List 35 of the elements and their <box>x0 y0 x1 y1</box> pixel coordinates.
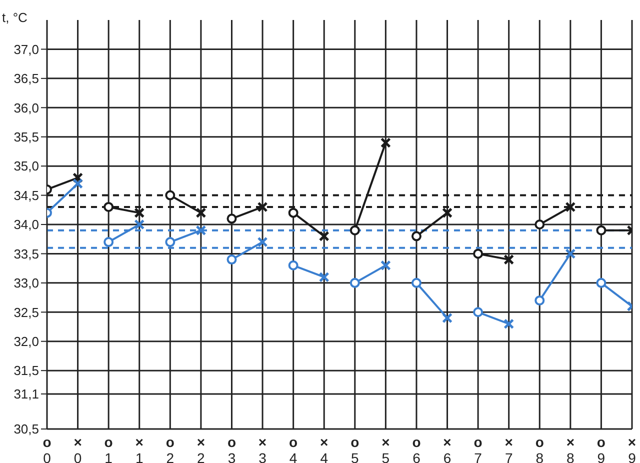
y-tick-label: 33,0 <box>14 276 39 291</box>
x-tick-label: o 8 <box>535 434 544 463</box>
x-tick-label: × 9 <box>628 434 636 463</box>
x-tick-label: × 1 <box>135 434 144 463</box>
x-tick-label: × 3 <box>258 434 267 463</box>
x-tick-label: o 5 <box>350 434 360 463</box>
y-tick-label: 37,0 <box>14 42 39 57</box>
x-tick-label: × 8 <box>566 434 575 463</box>
y-tick-label: 34,0 <box>14 217 39 232</box>
x-tick-label: o 4 <box>289 434 298 463</box>
x-tick-label: × 5 <box>382 434 390 463</box>
x-tick-label: o 9 <box>596 434 606 463</box>
x-tick-label: o 0 <box>42 434 52 463</box>
x-tick-label: × 6 <box>443 434 452 463</box>
y-tick-label: 34,5 <box>14 188 39 203</box>
y-tick-label: 33,5 <box>14 246 39 262</box>
y-tick-label: 31,1 <box>14 386 39 402</box>
x-tick-label: × 0 <box>74 434 82 463</box>
y-tick-label: 36,5 <box>14 71 39 86</box>
y-tick-label: 32,5 <box>14 304 39 320</box>
x-tick-label: × 2 <box>196 434 206 463</box>
y-tick-label: 35,0 <box>14 158 39 174</box>
x-tick-label: o 3 <box>227 434 236 463</box>
y-tick-label: 32,0 <box>14 334 39 349</box>
x-tick-label: o 2 <box>166 434 174 463</box>
x-tick-label: o 1 <box>104 434 113 463</box>
x-tick-label: × 7 <box>504 434 513 463</box>
y-axis-title: t, °C <box>2 10 28 25</box>
x-tick-label: o 6 <box>412 434 421 463</box>
y-tick-label: 31,5 <box>14 363 39 378</box>
x-tick-label: × 4 <box>320 434 328 463</box>
y-tick-label: 36,0 <box>14 100 39 116</box>
y-tick-label: 35,5 <box>14 129 39 144</box>
y-tick-label: 30,5 <box>14 422 39 437</box>
x-tick-label: o 7 <box>474 434 482 463</box>
